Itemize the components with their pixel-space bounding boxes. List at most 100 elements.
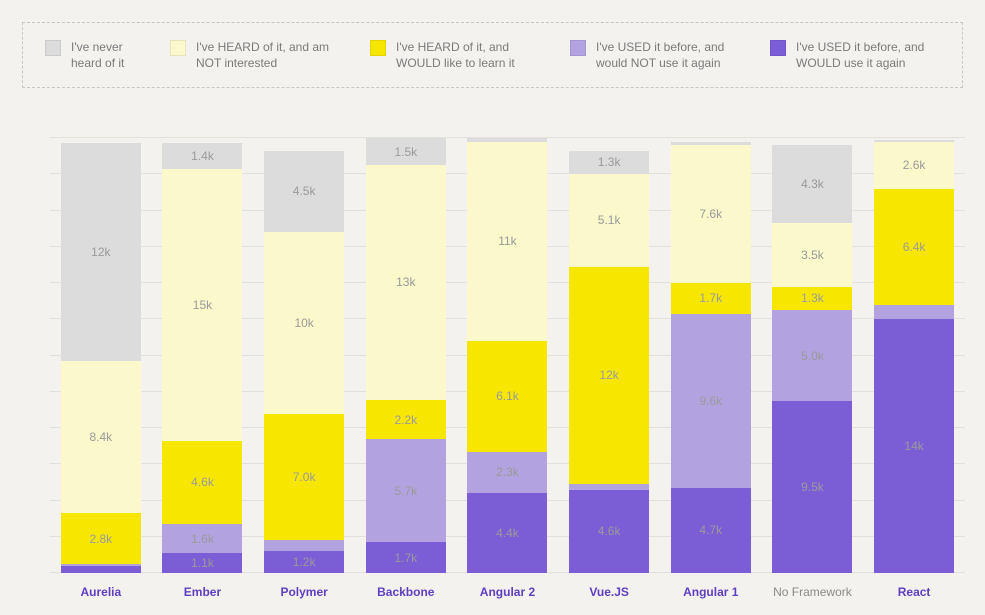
bar-segment: 9.6k — [671, 314, 751, 488]
legend-swatch — [370, 40, 386, 56]
bar-segment: 1.4k — [162, 143, 242, 168]
bar-segment — [61, 566, 141, 573]
segment-value-label: 7.6k — [699, 207, 722, 221]
segment-value-label: 1.4k — [191, 149, 214, 163]
bar-segment — [264, 540, 344, 551]
segment-value-label: 4.7k — [699, 523, 722, 537]
bar-segment: 2.6k — [874, 142, 954, 189]
bar-segment: 2.2k — [366, 400, 446, 440]
bar-segment — [874, 305, 954, 320]
bar-column: 9.5k5.0k1.3k3.5k4.3k — [772, 138, 852, 573]
legend-swatch — [45, 40, 61, 56]
bar-segment: 5.1k — [569, 174, 649, 266]
legend-item: I've HEARD of it, and am NOT interested — [170, 39, 340, 71]
bar-column: 4.6k 12k 5.1k 1.3k — [569, 138, 649, 573]
bar-segment: 12k — [569, 267, 649, 485]
legend-label: I've USED it before, and would NOT use i… — [596, 39, 740, 71]
segment-value-label: 5.7k — [394, 484, 417, 498]
bar-segment: 15k — [162, 169, 242, 441]
bar-segment: 5.7k — [366, 439, 446, 542]
bar-segment: 6.4k — [874, 189, 954, 305]
segment-value-label: 7.0k — [293, 470, 316, 484]
x-axis-label: No Framework — [772, 585, 852, 599]
bar-segment: 4.7k — [671, 488, 751, 573]
legend-swatch — [170, 40, 186, 56]
x-axis-label[interactable]: Ember — [162, 585, 242, 599]
bar-segment: 4.5k — [264, 151, 344, 233]
x-axis-label[interactable]: Angular 1 — [671, 585, 751, 599]
segment-value-label: 1.7k — [699, 291, 722, 305]
segment-value-label: 4.5k — [293, 184, 316, 198]
legend-label: I've HEARD of it, and WOULD like to lear… — [396, 39, 540, 71]
segment-value-label: 13k — [396, 275, 415, 289]
segment-value-label: 4.6k — [191, 475, 214, 489]
segment-value-label: 10k — [294, 316, 313, 330]
bars-container: 2.8k 8.4k 12k 1.1k 1.6k 4.6k 15k 1.4k 1.2k 7.0k 10… — [50, 138, 965, 573]
x-axis-label[interactable]: Backbone — [366, 585, 446, 599]
x-axis-label[interactable]: Aurelia — [61, 585, 141, 599]
bar-segment: 13k — [366, 165, 446, 400]
bar-segment: 11k — [467, 142, 547, 341]
segment-value-label: 6.1k — [496, 389, 519, 403]
bar-segment — [671, 142, 751, 146]
bar-segment: 1.7k — [671, 283, 751, 314]
segment-value-label: 1.3k — [801, 291, 824, 305]
legend-swatch — [770, 40, 786, 56]
bar-segment: 9.5k — [772, 401, 852, 573]
segment-value-label: 12k — [91, 245, 110, 259]
bar-segment: 1.6k — [162, 524, 242, 553]
bar-segment: 4.3k — [772, 145, 852, 223]
bar-column: 4.7k 9.6k 1.7k 7.6k — [671, 138, 751, 573]
bar-segment: 1.7k — [366, 542, 446, 573]
bar-column: 14k 6.4k 2.6k — [874, 138, 954, 573]
bar-column: 1.7k 5.7k 2.2k 13k 1.5k — [366, 138, 446, 573]
x-axis-label[interactable]: Vue.JS — [569, 585, 649, 599]
stacked-bar-chart: 2.8k 8.4k 12k 1.1k 1.6k 4.6k 15k 1.4k 1.2k 7.0k 10… — [50, 138, 965, 573]
segment-value-label: 1.5k — [394, 145, 417, 159]
bar-segment: 4.4k — [467, 493, 547, 573]
x-axis-label[interactable]: React — [874, 585, 954, 599]
bar-segment: 1.2k — [264, 551, 344, 573]
x-axis-label[interactable]: Polymer — [264, 585, 344, 599]
bar-segment: 1.3k — [772, 287, 852, 311]
segment-value-label: 1.3k — [598, 155, 621, 169]
segment-value-label: 1.1k — [191, 556, 214, 570]
segment-value-label: 8.4k — [89, 430, 112, 444]
bar-column: 4.4k 2.3k 6.1k 11k — [467, 138, 547, 573]
bar-segment: 12k — [61, 143, 141, 361]
bar-segment: 5.0k — [772, 310, 852, 401]
segment-value-label: 14k — [904, 439, 923, 453]
bar-segment — [874, 140, 954, 142]
bar-segment: 6.1k — [467, 341, 547, 452]
legend-item: I've USED it before, and WOULD use it ag… — [770, 39, 940, 71]
bar-column: 2.8k 8.4k 12k — [61, 138, 141, 573]
segment-value-label: 2.3k — [496, 465, 519, 479]
legend-label: I've never heard of it — [71, 39, 140, 71]
segment-value-label: 4.6k — [598, 524, 621, 538]
bar-segment: 1.3k — [569, 151, 649, 175]
bar-segment: 4.6k — [162, 441, 242, 524]
bar-segment: 7.0k — [264, 414, 344, 541]
segment-value-label: 4.4k — [496, 526, 519, 540]
segment-value-label: 2.8k — [89, 532, 112, 546]
bar-segment: 1.1k — [162, 553, 242, 573]
x-axis-label[interactable]: Angular 2 — [467, 585, 547, 599]
segment-value-label: 2.2k — [394, 413, 417, 427]
segment-value-label: 9.5k — [801, 480, 824, 494]
bar-segment — [61, 564, 141, 566]
segment-value-label: 1.2k — [293, 555, 316, 569]
bar-segment: 2.3k — [467, 452, 547, 494]
bar-column: 1.1k 1.6k 4.6k 15k 1.4k — [162, 138, 242, 573]
legend-label: I've USED it before, and WOULD use it ag… — [796, 39, 940, 71]
segment-value-label: 15k — [193, 298, 212, 312]
x-axis-labels: Aurelia Ember Polymer Backbone Angular 2 Vue.… — [50, 585, 965, 599]
segment-value-label: 12k — [599, 368, 618, 382]
segment-value-label: 1.7k — [394, 551, 417, 565]
bar-segment: 7.6k — [671, 145, 751, 283]
bar-segment — [569, 484, 649, 489]
segment-value-label: 9.6k — [699, 394, 722, 408]
bar-segment: 2.8k — [61, 513, 141, 564]
bar-segment: 10k — [264, 232, 344, 413]
segment-value-label: 2.6k — [903, 158, 926, 172]
segment-value-label: 4.3k — [801, 177, 824, 191]
